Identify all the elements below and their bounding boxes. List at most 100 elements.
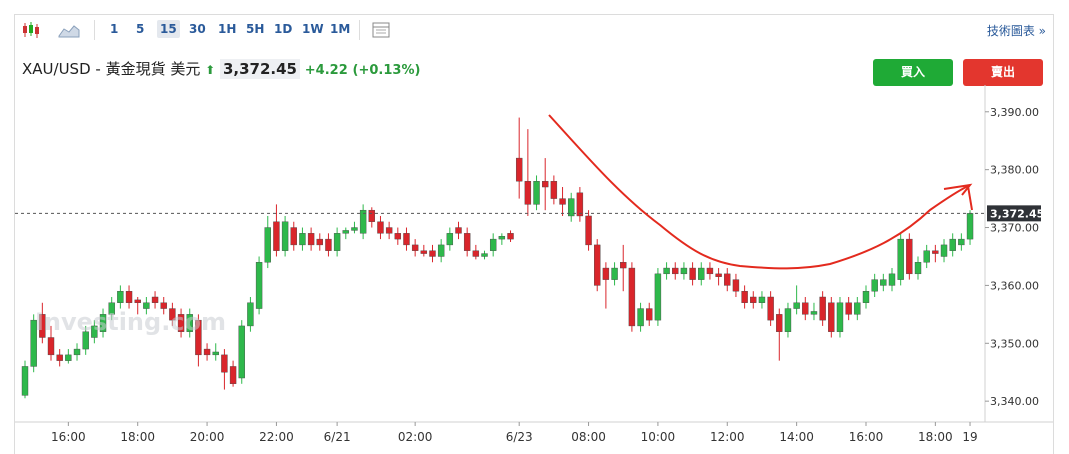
candle-body: [91, 325, 98, 338]
candle-body: [897, 238, 904, 280]
interval-button[interactable]: 1: [110, 22, 119, 36]
candle-body: [290, 227, 297, 246]
sell-button[interactable]: 賣出: [963, 59, 1043, 86]
candle-body: [715, 273, 722, 277]
x-tick-label: 14:00: [779, 430, 814, 444]
candle-body: [758, 296, 766, 303]
interval-button[interactable]: 15: [157, 20, 180, 38]
table-icon[interactable]: [372, 22, 390, 38]
candle-body: [125, 291, 133, 303]
x-tick-label: 10:00: [641, 430, 676, 444]
candle-body: [307, 233, 315, 246]
candle-body: [186, 314, 193, 332]
interval-button[interactable]: 5: [136, 22, 145, 36]
candle-body: [932, 250, 939, 254]
candle-body: [47, 337, 55, 356]
candle-body: [515, 157, 523, 182]
candle-body: [706, 267, 714, 275]
interval-button[interactable]: 1H: [218, 22, 237, 36]
candle-body: [238, 325, 245, 379]
buy-button[interactable]: 買入: [873, 59, 953, 86]
candle-body: [463, 233, 471, 251]
candle-body: [689, 267, 696, 280]
candle-body: [542, 181, 549, 188]
x-tick-label: 12:00: [710, 430, 745, 444]
quote-header: XAU/USD - 黃金現貨 美元 ⬆ 3,372.45 +4.22 (+0.1…: [22, 58, 420, 79]
price: 3,372.45: [219, 59, 300, 79]
candle-body: [880, 279, 887, 286]
candle-body: [698, 267, 705, 280]
interval-button[interactable]: 5H: [246, 22, 265, 36]
candle-body: [169, 308, 176, 321]
candle-body: [229, 366, 237, 385]
candle-body: [724, 273, 731, 286]
candle-body: [646, 308, 653, 321]
candle-body: [741, 291, 748, 303]
y-tick-label: 3,380.00: [990, 164, 1039, 177]
interval-button[interactable]: 30: [189, 22, 206, 36]
up-arrow: ⬆: [205, 63, 216, 77]
interval-button[interactable]: 1D: [274, 22, 293, 36]
candle-body: [281, 221, 289, 251]
candle-body: [559, 198, 566, 205]
candle-body: [377, 221, 384, 234]
separator: [359, 20, 360, 40]
candle-body: [871, 279, 878, 292]
candle-body: [385, 227, 393, 234]
candle-body: [628, 267, 636, 327]
candle-body: [524, 181, 532, 205]
candle-body: [611, 267, 618, 280]
annotation-curve: [548, 114, 969, 270]
candle-body: [247, 302, 254, 327]
candle-body: [160, 302, 167, 309]
candle-body: [394, 233, 402, 240]
candle-body: [680, 267, 688, 275]
x-tick-label: 18:00: [120, 430, 155, 444]
area-icon[interactable]: [58, 22, 80, 38]
last-price-box: [987, 205, 1041, 222]
symbol: XAU/USD - 黃金現貨 美元: [22, 60, 201, 78]
y-tick-label: 3,390.00: [990, 106, 1039, 119]
candle-body: [82, 331, 89, 350]
x-tick-label: 20:00: [190, 430, 225, 444]
candle-body: [914, 262, 922, 275]
candle-body: [602, 267, 610, 280]
candle-body: [429, 250, 436, 257]
candle-body: [472, 250, 480, 257]
candle-body: [99, 314, 107, 332]
candle-body: [793, 302, 800, 309]
candle-body: [420, 250, 428, 254]
interval-button[interactable]: 1M: [330, 22, 351, 36]
technical-chart-link[interactable]: 技術圖表 »: [986, 24, 1046, 38]
interval-button[interactable]: 1W: [302, 22, 324, 36]
x-tick-label: 6/23: [506, 430, 533, 444]
x-tick-label: 16:00: [51, 430, 86, 444]
candle-body: [784, 308, 792, 332]
candle-body: [507, 233, 514, 240]
y-tick-label: 3,360.00: [990, 279, 1039, 292]
candle-icon[interactable]: [20, 20, 42, 40]
candle-body: [255, 262, 263, 309]
candle-body: [672, 267, 679, 275]
candle-body: [845, 302, 852, 315]
x-tick-label: 22:00: [259, 430, 294, 444]
candle-body: [767, 296, 774, 321]
candle-body: [403, 233, 410, 246]
x-tick-label: 6/21: [324, 430, 351, 444]
candle-body: [663, 267, 670, 275]
candle-body: [73, 348, 81, 356]
annotation-arrow: [943, 183, 973, 211]
candle-body: [750, 296, 757, 303]
candle-body: [151, 296, 159, 303]
candle-body: [411, 244, 419, 251]
candle-body: [437, 244, 445, 257]
candle-body: [776, 314, 783, 332]
candle-body: [620, 262, 627, 269]
x-tick-label: 08:00: [571, 430, 606, 444]
candle-body: [56, 354, 63, 361]
change: +4.22: [304, 63, 348, 78]
candle-body: [455, 227, 462, 234]
candle-body: [654, 273, 662, 321]
